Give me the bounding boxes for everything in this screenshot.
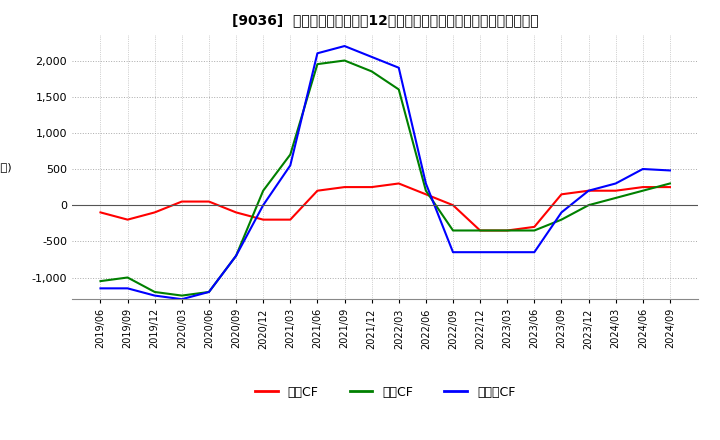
- 投資CF: [449, 228, 457, 233]
- フリーCF: [530, 249, 539, 255]
- 投資CF: [341, 58, 349, 63]
- フリーCF: [123, 286, 132, 291]
- 投資CF: [286, 152, 294, 157]
- フリーCF: [503, 249, 511, 255]
- フリーCF: [232, 253, 240, 258]
- 投資CF: [503, 228, 511, 233]
- 営業CF: [259, 217, 268, 222]
- 営業CF: [449, 202, 457, 208]
- 投資CF: [395, 87, 403, 92]
- 投資CF: [530, 228, 539, 233]
- フリーCF: [150, 293, 159, 298]
- 営業CF: [123, 217, 132, 222]
- 営業CF: [557, 192, 566, 197]
- 営業CF: [204, 199, 213, 204]
- 営業CF: [530, 224, 539, 230]
- Legend: 営業CF, 投資CF, フリーCF: 営業CF, 投資CF, フリーCF: [250, 381, 521, 404]
- 営業CF: [476, 228, 485, 233]
- フリーCF: [367, 54, 376, 59]
- 投資CF: [367, 69, 376, 74]
- フリーCF: [611, 181, 620, 186]
- フリーCF: [557, 210, 566, 215]
- 営業CF: [313, 188, 322, 193]
- 営業CF: [150, 210, 159, 215]
- 営業CF: [665, 184, 674, 190]
- フリーCF: [449, 249, 457, 255]
- フリーCF: [665, 168, 674, 173]
- 投資CF: [204, 290, 213, 295]
- 投資CF: [178, 293, 186, 298]
- 営業CF: [178, 199, 186, 204]
- Title: [9036]  キャッシュフローの12か月移動合計の対前年同期増減額の推移: [9036] キャッシュフローの12か月移動合計の対前年同期増減額の推移: [232, 13, 539, 27]
- フリーCF: [178, 297, 186, 302]
- 投資CF: [421, 188, 430, 193]
- フリーCF: [584, 188, 593, 193]
- 投資CF: [123, 275, 132, 280]
- Line: 投資CF: 投資CF: [101, 61, 670, 296]
- 投資CF: [150, 290, 159, 295]
- Line: フリーCF: フリーCF: [101, 46, 670, 299]
- 投資CF: [232, 253, 240, 258]
- Y-axis label: (百万円): (百万円): [0, 162, 12, 172]
- フリーCF: [639, 166, 647, 172]
- 営業CF: [341, 184, 349, 190]
- 営業CF: [286, 217, 294, 222]
- 投資CF: [476, 228, 485, 233]
- 投資CF: [611, 195, 620, 201]
- 営業CF: [395, 181, 403, 186]
- フリーCF: [96, 286, 105, 291]
- 投資CF: [96, 279, 105, 284]
- フリーCF: [259, 202, 268, 208]
- フリーCF: [421, 181, 430, 186]
- フリーCF: [313, 51, 322, 56]
- 投資CF: [259, 188, 268, 193]
- フリーCF: [204, 290, 213, 295]
- 投資CF: [557, 217, 566, 222]
- フリーCF: [286, 163, 294, 168]
- 営業CF: [611, 188, 620, 193]
- 投資CF: [584, 202, 593, 208]
- Line: 営業CF: 営業CF: [101, 183, 670, 231]
- 営業CF: [232, 210, 240, 215]
- 営業CF: [421, 192, 430, 197]
- 投資CF: [639, 188, 647, 193]
- フリーCF: [476, 249, 485, 255]
- 営業CF: [96, 210, 105, 215]
- フリーCF: [341, 44, 349, 49]
- 投資CF: [665, 181, 674, 186]
- 営業CF: [639, 184, 647, 190]
- 営業CF: [367, 184, 376, 190]
- 営業CF: [503, 228, 511, 233]
- 投資CF: [313, 62, 322, 67]
- 営業CF: [584, 188, 593, 193]
- フリーCF: [395, 65, 403, 70]
